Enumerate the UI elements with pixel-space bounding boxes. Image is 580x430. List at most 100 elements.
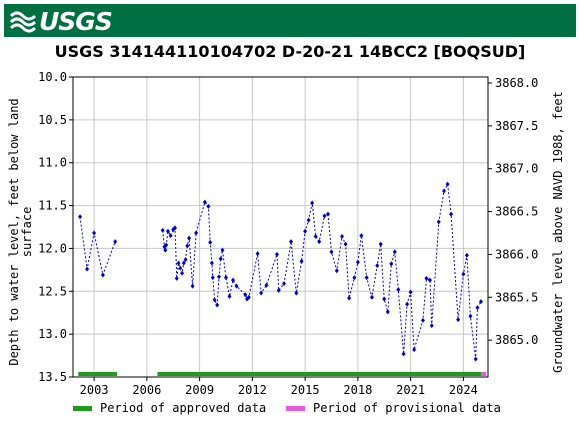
data-point: [190, 283, 195, 289]
y-left-tick-label: 13.0: [38, 327, 67, 341]
y-left-tick-label: 12.5: [38, 284, 67, 298]
data-point: [412, 347, 417, 353]
data-point: [264, 282, 269, 288]
y-right-tick-label: 3865.5: [495, 290, 538, 304]
data-point: [303, 228, 308, 234]
data-point: [181, 260, 186, 266]
x-tick-label: 2021: [396, 383, 425, 397]
data-point: [183, 257, 188, 263]
y-left-tick-label: 11.0: [38, 156, 67, 170]
data-point: [464, 252, 469, 258]
data-point: [468, 313, 473, 319]
data-point: [259, 290, 264, 296]
data-point: [209, 260, 214, 266]
data-point: [436, 219, 441, 225]
y-left-tick-label: 11.5: [38, 199, 67, 213]
y-right-tick-label: 3867.5: [495, 119, 538, 133]
data-point: [163, 247, 168, 253]
usgs-wave-icon: [10, 8, 36, 34]
data-point: [243, 292, 248, 298]
data-point: [408, 289, 413, 295]
legend-swatch-approved: [73, 405, 92, 411]
data-point: [352, 275, 357, 281]
data-point: [420, 317, 425, 323]
x-tick-label: 2015: [291, 383, 320, 397]
data-point: [375, 263, 380, 269]
data-point: [424, 275, 429, 281]
legend-label-provisional: Period of provisional data: [313, 401, 501, 415]
series-line: [162, 182, 482, 360]
data-point: [343, 241, 348, 247]
data-point: [215, 302, 220, 308]
data-point: [202, 199, 207, 205]
legend-item-provisional: Period of provisional data: [286, 401, 501, 415]
data-point: [478, 299, 483, 305]
data-point: [223, 275, 228, 281]
data-point: [289, 239, 294, 245]
x-tick-label: 2009: [185, 383, 214, 397]
x-tick-label: 2006: [132, 383, 161, 397]
usgs-logo[interactable]: USGS: [10, 6, 113, 36]
data-point: [218, 256, 223, 262]
data-point: [396, 287, 401, 293]
plot-frame: [72, 76, 489, 378]
data-point: [92, 230, 97, 236]
data-point: [210, 275, 215, 281]
data-point: [220, 247, 225, 253]
data-point: [234, 283, 239, 289]
provisional-period-bar: [480, 372, 487, 376]
approved-period-bar: [157, 372, 481, 376]
y-left-tick-label: 10.0: [38, 70, 67, 84]
data-point: [176, 260, 181, 266]
series-layer: [78, 181, 483, 362]
legend-label-approved: Period of approved data: [100, 401, 267, 415]
data-point: [329, 249, 334, 255]
data-point: [347, 295, 352, 301]
data-point: [473, 356, 478, 362]
data-point: [449, 211, 454, 217]
data-point: [359, 233, 364, 239]
data-point: [456, 317, 461, 323]
data-point: [299, 258, 304, 264]
data-point: [208, 239, 213, 245]
period-layer: [78, 372, 487, 376]
data-point: [231, 277, 236, 283]
data-point: [164, 242, 169, 248]
data-point: [475, 305, 480, 311]
y-axis-left-label-line2: surface: [20, 207, 34, 258]
data-point: [255, 251, 260, 257]
data-point: [172, 225, 177, 231]
data-point: [180, 270, 185, 276]
data-point: [389, 261, 394, 267]
data-point: [165, 228, 170, 234]
data-point: [274, 251, 279, 257]
x-tick-label: 2012: [238, 383, 267, 397]
data-point: [429, 323, 434, 329]
data-point: [401, 351, 406, 357]
y-right-tick-label: 3866.5: [495, 205, 538, 219]
data-point: [310, 200, 315, 206]
data-point: [382, 296, 387, 302]
approved-period-bar: [78, 372, 117, 376]
data-point: [246, 294, 251, 300]
legend-swatch-provisional: [286, 405, 305, 411]
x-tick-label: 2024: [449, 383, 478, 397]
data-point: [276, 287, 281, 293]
x-tick-label: 2018: [343, 383, 372, 397]
data-point: [212, 297, 217, 303]
data-point: [340, 233, 345, 239]
data-point: [405, 301, 410, 307]
legend-item-approved: Period of approved data: [73, 401, 266, 415]
data-point: [369, 294, 374, 300]
y-right-tick-label: 3865.0: [495, 333, 538, 347]
y-right-tick-label: 3868.0: [495, 76, 538, 90]
data-point: [206, 203, 211, 209]
data-point: [185, 243, 190, 249]
data-point: [427, 277, 432, 283]
y-axis-left-label-line1: Depth to water level, feet below land: [7, 98, 21, 365]
data-point: [461, 271, 466, 277]
axis-layer: 10.0 10.5 11.0 11.5 12.0 12.5 13.0 13.5 3868.0 38…: [38, 70, 538, 397]
y-left-tick-label: 10.5: [38, 113, 67, 127]
data-point: [174, 275, 179, 281]
data-point: [168, 233, 173, 239]
